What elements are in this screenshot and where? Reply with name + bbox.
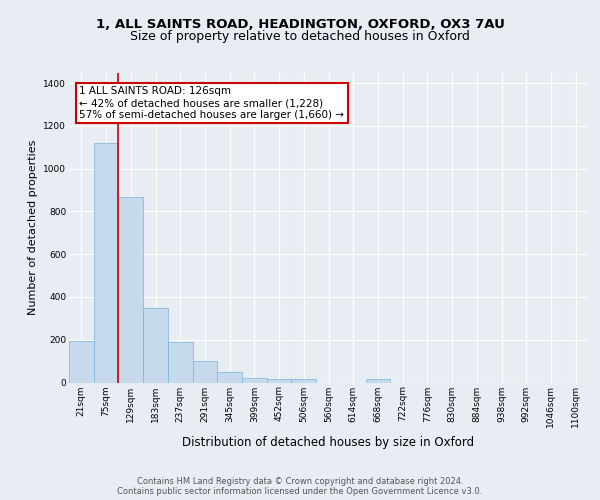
Bar — [365, 380, 390, 382]
Bar — [168, 342, 193, 382]
Y-axis label: Number of detached properties: Number of detached properties — [28, 140, 38, 315]
Bar — [292, 379, 316, 382]
Bar — [242, 378, 267, 382]
Bar — [143, 308, 168, 382]
Bar — [267, 379, 292, 382]
Text: Contains HM Land Registry data © Crown copyright and database right 2024.: Contains HM Land Registry data © Crown c… — [137, 477, 463, 486]
Bar — [94, 143, 118, 382]
Bar — [217, 372, 242, 382]
Bar — [118, 196, 143, 382]
Bar — [69, 341, 94, 382]
Text: Contains public sector information licensed under the Open Government Licence v3: Contains public sector information licen… — [118, 487, 482, 496]
Bar — [193, 361, 217, 382]
Text: 1 ALL SAINTS ROAD: 126sqm
← 42% of detached houses are smaller (1,228)
57% of se: 1 ALL SAINTS ROAD: 126sqm ← 42% of detac… — [79, 86, 344, 120]
Text: 1, ALL SAINTS ROAD, HEADINGTON, OXFORD, OX3 7AU: 1, ALL SAINTS ROAD, HEADINGTON, OXFORD, … — [95, 18, 505, 30]
X-axis label: Distribution of detached houses by size in Oxford: Distribution of detached houses by size … — [182, 436, 475, 448]
Text: Size of property relative to detached houses in Oxford: Size of property relative to detached ho… — [130, 30, 470, 43]
